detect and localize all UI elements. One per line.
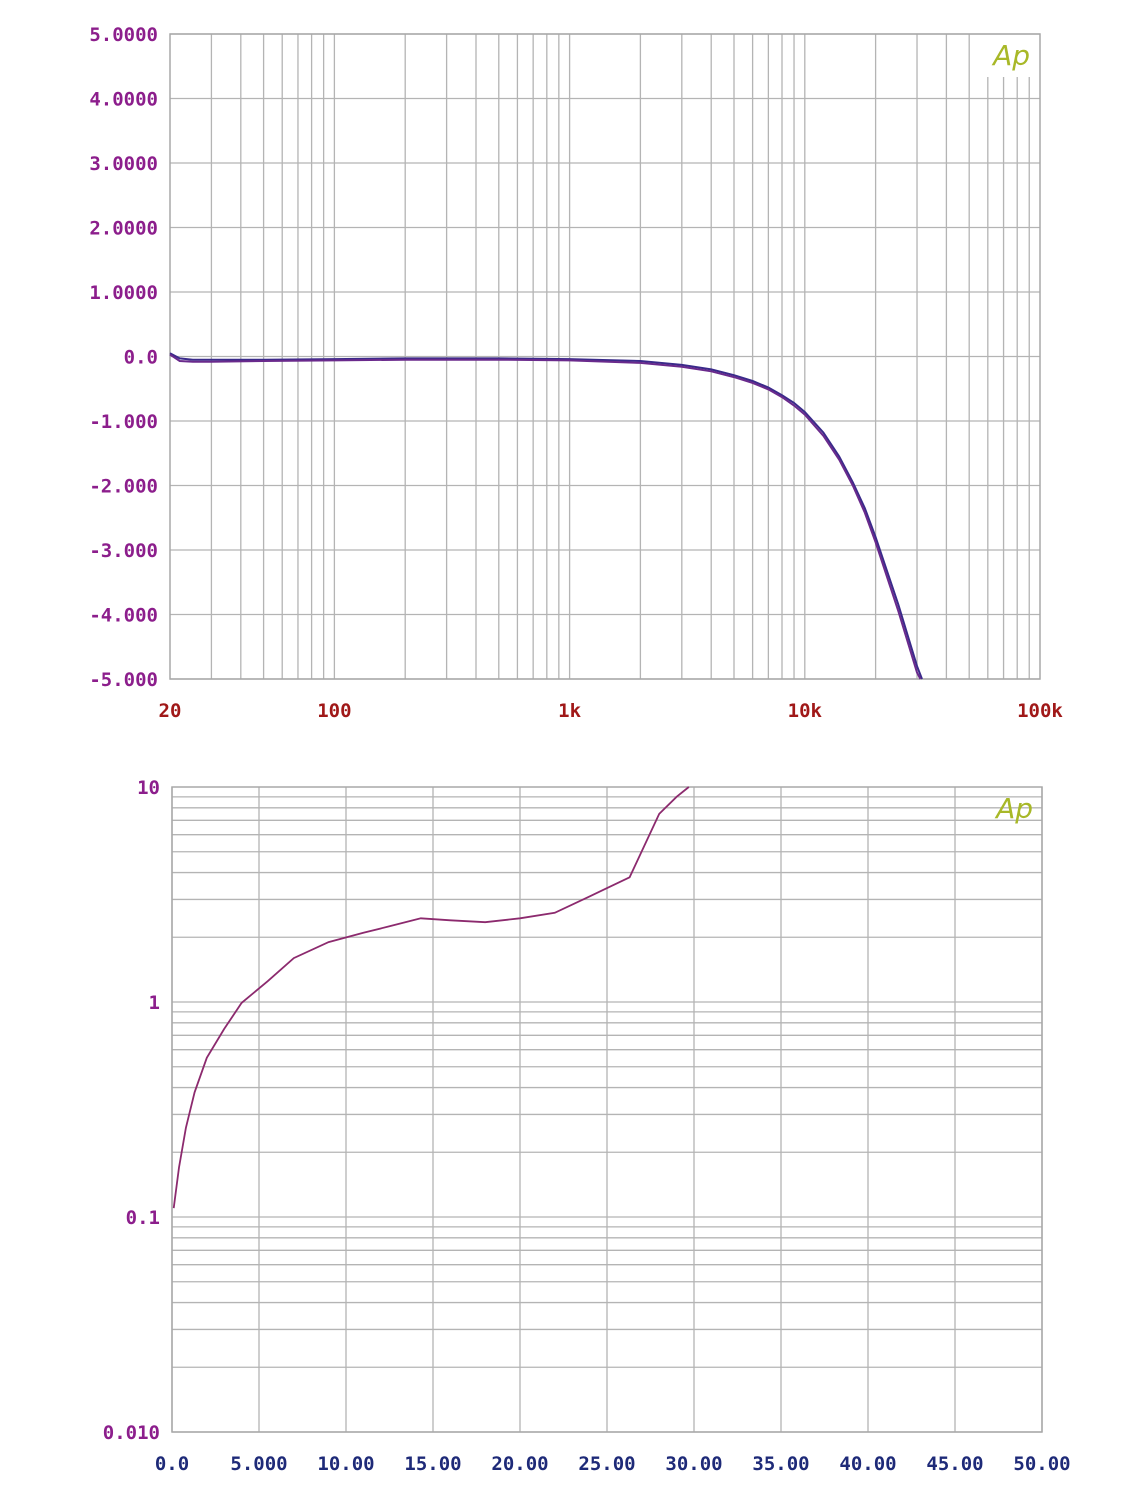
x-tick-label: 15.00 (404, 1453, 461, 1475)
plot-frame (171, 786, 1043, 1433)
x-tick-label: 5.000 (230, 1453, 287, 1475)
y-tick-label: -5.000 (89, 669, 158, 691)
y-tick-label: -4.000 (89, 605, 158, 627)
frequency-response-chart: 5.0000 4.0000 3.0000 2.0000 1.0000 0.0 -1.000 -… (89, 24, 1063, 722)
y-tick-label: 5.0000 (89, 24, 158, 46)
y-tick-label: 0.1 (126, 1207, 160, 1229)
distortion-vs-power-chart: 10 1 0.1 0.010 0.0 5.000 10.00 15.00 20.00 25.00 3… (103, 777, 1071, 1475)
y-tick-label: 3.0000 (89, 153, 158, 175)
y-tick-label: -3.000 (89, 540, 158, 562)
y-tick-label: 4.0000 (89, 89, 158, 111)
x-tick-label: 40.00 (839, 1453, 896, 1475)
x-tick-label: 30.00 (665, 1453, 722, 1475)
y-tick-label: 1 (149, 992, 160, 1014)
ap-logo: Ap (994, 792, 1033, 825)
series-line (169, 352, 923, 680)
x-tick-label: 1k (558, 700, 581, 722)
x-tick-label: 45.00 (926, 1453, 983, 1475)
series-line (172, 786, 690, 1209)
y-tick-label: 1.0000 (89, 282, 158, 304)
x-tick-label: 10.00 (317, 1453, 374, 1475)
x-tick-label: 35.00 (752, 1453, 809, 1475)
x-tick-label: 20.00 (491, 1453, 548, 1475)
x-tick-label: 100k (1017, 700, 1063, 722)
x-tick-label: 50.00 (1013, 1453, 1070, 1475)
x-tick-label: 20 (159, 700, 182, 722)
y-tick-label: 0.0 (124, 347, 158, 369)
y-tick-label: 0.010 (103, 1422, 160, 1444)
y-tick-label: 10 (137, 777, 160, 799)
y-tick-label: 2.0000 (89, 218, 158, 240)
ap-logo: Ap (991, 39, 1030, 72)
x-tick-label: 100 (317, 700, 351, 722)
x-tick-label: 0.0 (155, 1453, 189, 1475)
x-tick-label: 10k (788, 700, 823, 722)
series-line (169, 353, 922, 680)
y-tick-label: -2.000 (89, 476, 158, 498)
x-tick-label: 25.00 (578, 1453, 635, 1475)
plot-frame (169, 33, 1041, 680)
y-tick-label: -1.000 (89, 411, 158, 433)
